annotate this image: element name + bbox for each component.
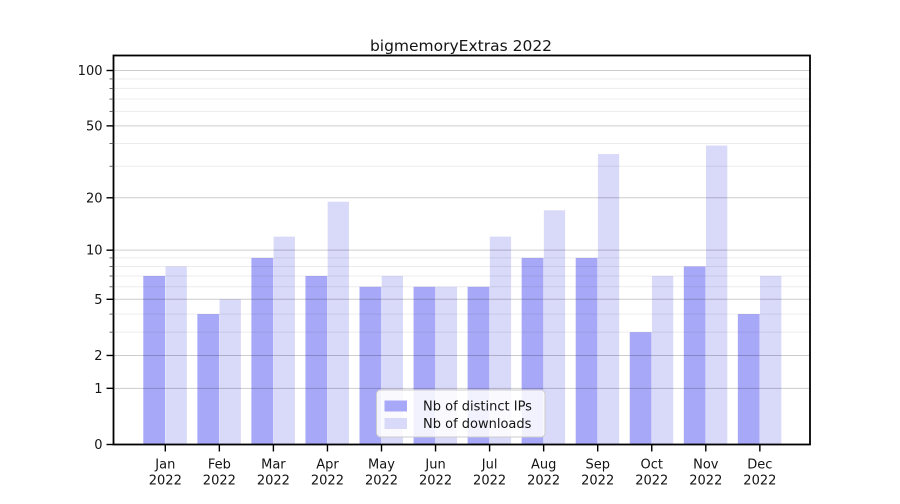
x-tick-year: 2022 xyxy=(365,474,398,489)
bar-distinct-ips-feb xyxy=(197,314,220,445)
y-tick-label: 100 xyxy=(78,64,103,79)
y-tick-label: 0 xyxy=(94,438,102,453)
x-tick-month: Jan xyxy=(154,458,175,473)
x-tick-month: Mar xyxy=(261,458,286,473)
x-tick-year: 2022 xyxy=(419,474,452,489)
x-tick-month: Apr xyxy=(316,458,339,473)
x-tick-year: 2022 xyxy=(257,474,290,489)
x-tick-month: Sep xyxy=(585,458,610,473)
bar-distinct-ips-jan xyxy=(143,275,166,445)
y-axis: 0 1 2 5 10 20 50 100 xyxy=(78,64,114,453)
x-tick-month: Feb xyxy=(208,458,231,473)
x-tick-month: Jul xyxy=(481,458,498,473)
legend: Nb of distinct IPs Nb of downloads xyxy=(376,389,546,438)
bar-downloads-dec xyxy=(760,275,782,445)
x-tick-year: 2022 xyxy=(149,474,182,489)
bar-downloads-nov xyxy=(706,145,728,445)
legend-swatch-distinct-ips xyxy=(384,400,407,412)
bar-downloads-sep xyxy=(597,154,620,445)
x-tick-month: Jun xyxy=(424,458,445,473)
x-tick-year: 2022 xyxy=(473,474,506,489)
bar-distinct-ips-mar xyxy=(251,257,274,445)
x-tick-month: Oct xyxy=(641,458,663,473)
x-tick-year: 2022 xyxy=(581,474,614,489)
chart-title: bigmemoryExtras 2022 xyxy=(370,37,552,55)
x-tick-month: May xyxy=(368,458,395,473)
x-tick-year: 2022 xyxy=(743,474,776,489)
x-tick-year: 2022 xyxy=(635,474,668,489)
bar-downloads-aug xyxy=(543,210,566,445)
x-tick-month: Nov xyxy=(693,458,719,473)
bar-downloads-apr xyxy=(327,201,349,445)
plot-area: 0125102050100Jan2022Feb2022Mar2022Apr202… xyxy=(78,54,811,489)
x-tick-year: 2022 xyxy=(203,474,236,489)
y-tick-label: 10 xyxy=(86,244,103,259)
bar-downloads-mar xyxy=(273,236,295,445)
legend-label: Nb of distinct IPs xyxy=(423,400,532,415)
bar-distinct-ips-apr xyxy=(305,275,328,445)
y-tick-label: 20 xyxy=(86,191,103,206)
x-tick-month: Dec xyxy=(747,458,772,473)
legend-swatch-downloads xyxy=(384,418,407,429)
bar-downloads-oct xyxy=(651,275,674,445)
bar-distinct-ips-dec xyxy=(737,314,760,445)
x-axis: Jan2022Feb2022Mar2022Apr2022May2022Jun20… xyxy=(149,444,776,489)
legend-box xyxy=(376,389,546,438)
y-tick-label: 2 xyxy=(94,349,102,364)
bar-downloads-jan xyxy=(165,266,187,445)
x-tick-year: 2022 xyxy=(527,474,560,489)
legend-label: Nb of downloads xyxy=(423,417,532,432)
x-tick-year: 2022 xyxy=(689,474,722,489)
bar-distinct-ips-sep xyxy=(575,257,598,445)
y-tick-label: 50 xyxy=(86,119,103,134)
x-tick-year: 2022 xyxy=(311,474,344,489)
bar-distinct-ips-oct xyxy=(629,332,652,445)
y-tick-label: 1 xyxy=(94,382,102,397)
y-tick-label: 5 xyxy=(94,293,102,308)
bar-distinct-ips-may xyxy=(359,286,382,445)
gridlines xyxy=(113,69,810,389)
bar-distinct-ips-nov xyxy=(683,266,706,445)
bar-downloads-feb xyxy=(219,299,241,445)
x-tick-month: Aug xyxy=(531,458,556,473)
